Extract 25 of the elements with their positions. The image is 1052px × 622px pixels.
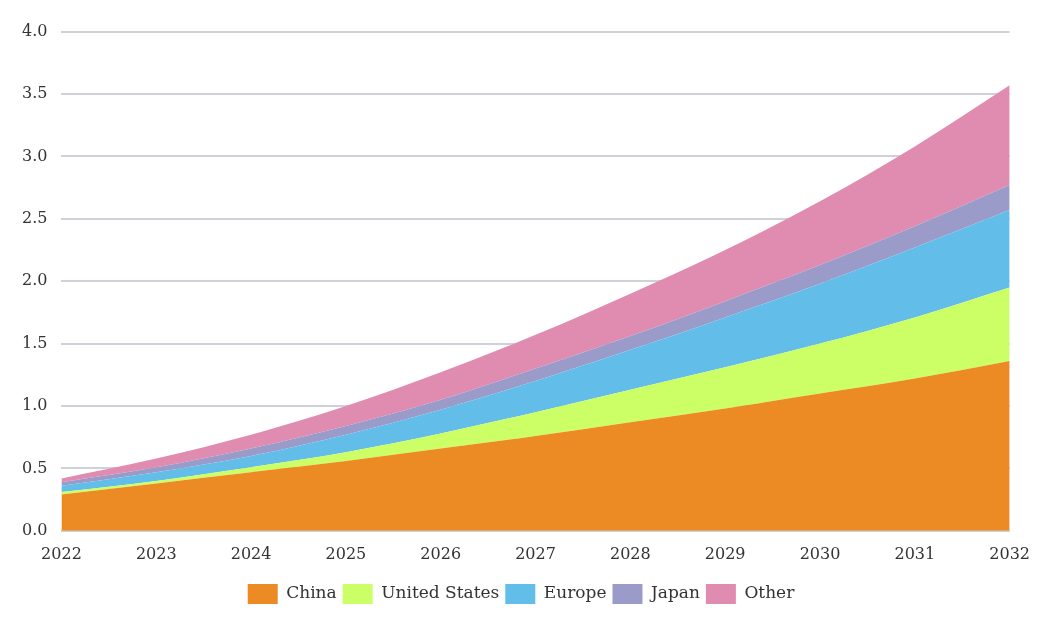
x-tick-label: 2027 — [515, 543, 556, 563]
x-tick-label: 2024 — [230, 543, 272, 563]
x-tick-label: 2029 — [704, 543, 746, 563]
legend-label: China — [286, 582, 337, 603]
y-tick-label: 2.0 — [21, 270, 48, 290]
legend-label: Japan — [648, 582, 700, 603]
legend-label: Other — [744, 582, 796, 603]
x-tick-label: 2028 — [610, 543, 651, 563]
y-tick-label: 3.5 — [21, 83, 48, 103]
x-tick-label: 2023 — [135, 543, 177, 563]
x-tick-label: 2026 — [420, 543, 462, 563]
y-tick-label: 1.0 — [21, 395, 48, 415]
legend-label: Europe — [543, 582, 607, 603]
y-tick-label: 0.0 — [21, 519, 48, 539]
y-tick-label: 4.0 — [21, 20, 48, 40]
y-tick-label: 0.5 — [21, 457, 48, 477]
y-tick-label: 1.5 — [21, 332, 48, 352]
y-tick-label: 3.0 — [21, 145, 48, 165]
x-tick-label: 2032 — [989, 543, 1030, 563]
legend-label: United States — [381, 582, 500, 603]
x-tick-label: 2025 — [325, 543, 367, 563]
y-tick-label: 2.5 — [21, 207, 48, 227]
x-tick-label: 2031 — [894, 543, 936, 563]
x-tick-label: 2030 — [799, 543, 841, 563]
x-tick-label: 2022 — [41, 543, 82, 563]
